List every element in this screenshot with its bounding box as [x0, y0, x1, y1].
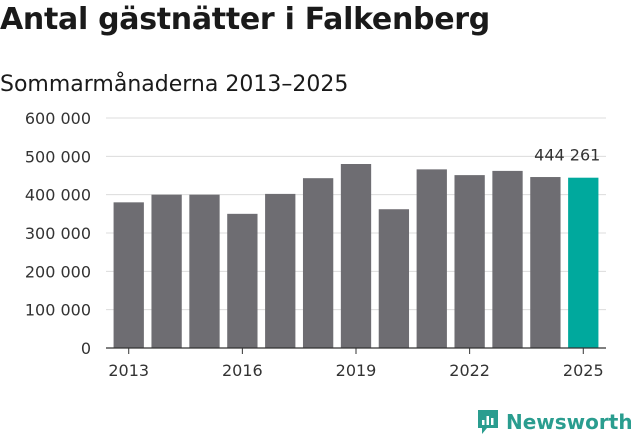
x-tick-label: 2016	[222, 361, 263, 380]
bar-2013	[113, 202, 144, 348]
x-tick-label: 2013	[108, 361, 149, 380]
bar-2016	[227, 213, 258, 348]
y-tick-label: 600 000	[25, 109, 91, 128]
x-tick-label: 2019	[336, 361, 377, 380]
x-tick-label: 2022	[449, 361, 490, 380]
bar-2019	[340, 164, 372, 348]
data-labels: 444 261	[534, 146, 600, 165]
y-tick-label: 300 000	[25, 224, 91, 243]
y-tick-label: 500 000	[25, 147, 91, 166]
x-tick-label: 2025	[563, 361, 604, 380]
bar-2017	[265, 193, 296, 348]
y-tick-label: 0	[81, 339, 91, 358]
bar-2025	[568, 177, 599, 348]
chart-subtitle: Sommarmånaderna 2013–2025	[0, 72, 349, 97]
data-label-2025: 444 261	[534, 146, 600, 165]
newsworthy-logo-icon	[478, 410, 498, 434]
bar-2014	[151, 194, 182, 348]
bar-2015	[189, 194, 220, 348]
bars	[113, 164, 599, 348]
bar-2020	[378, 209, 410, 348]
y-axis-ticks: 0 100 000 200 000 300 000 400 000 500 000 600 …	[25, 109, 91, 358]
y-tick-label: 400 000	[25, 186, 91, 205]
y-tick-label: 100 000	[25, 301, 91, 320]
y-tick-label: 200 000	[25, 262, 91, 281]
brand-name: Newsworthy	[506, 410, 631, 434]
bar-2023	[492, 170, 523, 348]
bar-2022	[454, 175, 485, 348]
bar-2024	[530, 177, 561, 348]
x-axis: 2013 2016 2019 2022 2025	[106, 347, 606, 380]
chart-title: Antal gästnätter i Falkenberg	[0, 2, 490, 37]
bar-2018	[302, 178, 334, 348]
bar-2021	[416, 169, 447, 348]
newsworthy-brand: Newsworthy	[476, 408, 631, 436]
bar-chart: 0 100 000 200 000 300 000 400 000 500 000 600 …	[25, 109, 606, 380]
